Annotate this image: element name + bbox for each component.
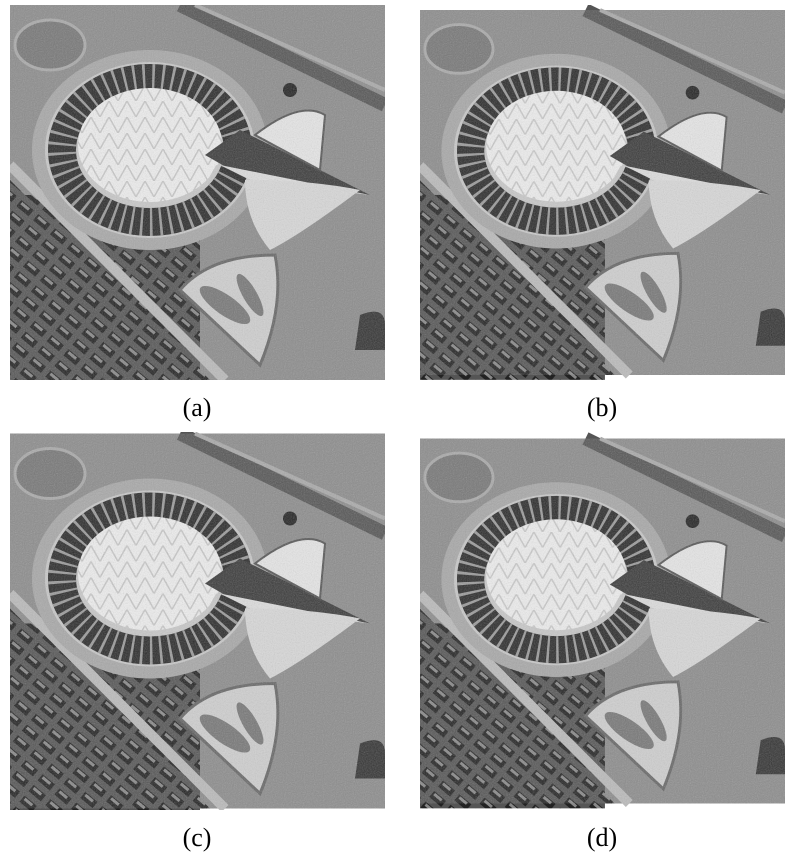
- panel-d: (d): [420, 439, 785, 852]
- image: [420, 10, 785, 380]
- panel-b: (b): [420, 10, 785, 422]
- caption: (c): [183, 823, 212, 852]
- caption: (d): [587, 823, 617, 852]
- panel-a: (a): [10, 5, 385, 422]
- caption: (a): [183, 393, 212, 422]
- image: [10, 434, 385, 814]
- figure: (a) (b) (c) (d): [0, 0, 785, 859]
- image: [10, 5, 385, 385]
- caption: (b): [587, 393, 617, 422]
- panel-c: (c): [10, 434, 385, 852]
- image: [420, 439, 785, 809]
